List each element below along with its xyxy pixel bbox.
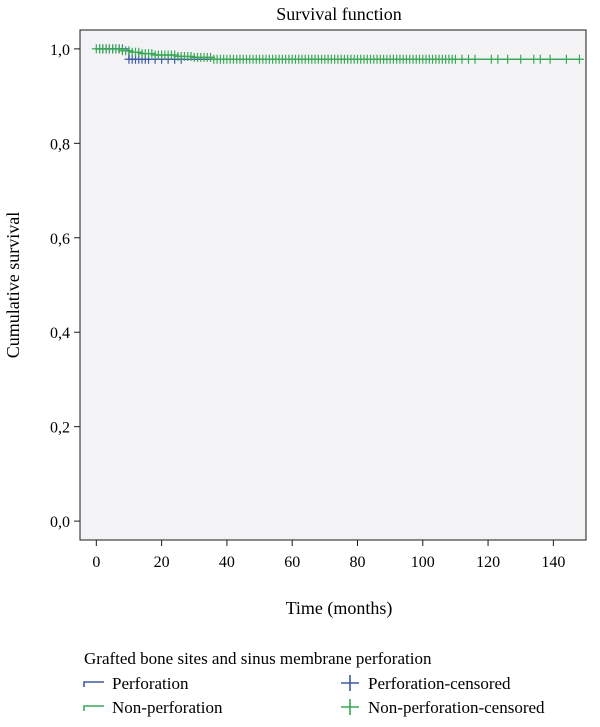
x-tick-label: 120 [476, 554, 500, 571]
legend-label-non-perforation: Non-perforation [112, 698, 223, 717]
plot-area [79, 29, 587, 541]
y-tick-label: 0,4 [50, 325, 70, 342]
non-perforation-legend-symbol [83, 705, 104, 711]
legend: Perforation Perforation-censored Non-perfo… [83, 674, 545, 717]
non-perforation-censor-mark [561, 54, 571, 64]
non-perforation-censor-mark [503, 54, 513, 64]
y-tick-label: 0,6 [50, 231, 70, 248]
y-axis: 0,0 0,2 0,4 0,6 0,8 1,0 [50, 42, 80, 531]
non-perforation-censor-mark [535, 54, 545, 64]
chart-title: Survival function [276, 4, 401, 24]
non-perforation-censor-mark [470, 54, 480, 64]
non-perforation-censor-mark [574, 54, 584, 64]
y-tick-label: 0,8 [50, 136, 70, 153]
legend-label-perforation: Perforation [112, 674, 189, 693]
x-tick-label: 100 [411, 554, 435, 571]
y-axis-title: Cumulative survival [3, 212, 23, 358]
x-tick-label: 140 [541, 554, 565, 571]
series-layer [91, 44, 584, 64]
legend-title: Grafted bone sites and sinus membrane pe… [84, 649, 432, 668]
legend-label-perforation-censored: Perforation-censored [368, 674, 511, 693]
y-tick-label: 1,0 [50, 42, 70, 59]
x-axis: 0 20 40 60 80 100 120 140 [92, 540, 565, 571]
x-tick-label: 0 [92, 554, 100, 571]
x-tick-label: 20 [154, 554, 170, 571]
x-tick-label: 60 [284, 554, 300, 571]
x-tick-label: 80 [349, 554, 365, 571]
y-tick-label: 0,0 [50, 514, 70, 531]
non-perforation-censor-mark [516, 54, 526, 64]
y-tick-label: 0,2 [50, 420, 70, 437]
non-perforation-censor-mark [493, 54, 503, 64]
non-perforation-censored-legend-symbol [341, 699, 359, 715]
perforation-censored-legend-symbol [341, 675, 359, 691]
legend-label-non-perforation-censored: Non-perforation-censored [368, 698, 545, 717]
x-tick-label: 40 [219, 554, 235, 571]
x-axis-title: Time (months) [286, 598, 393, 619]
perforation-legend-symbol [83, 681, 104, 687]
non-perforation-censor-mark [545, 54, 555, 64]
